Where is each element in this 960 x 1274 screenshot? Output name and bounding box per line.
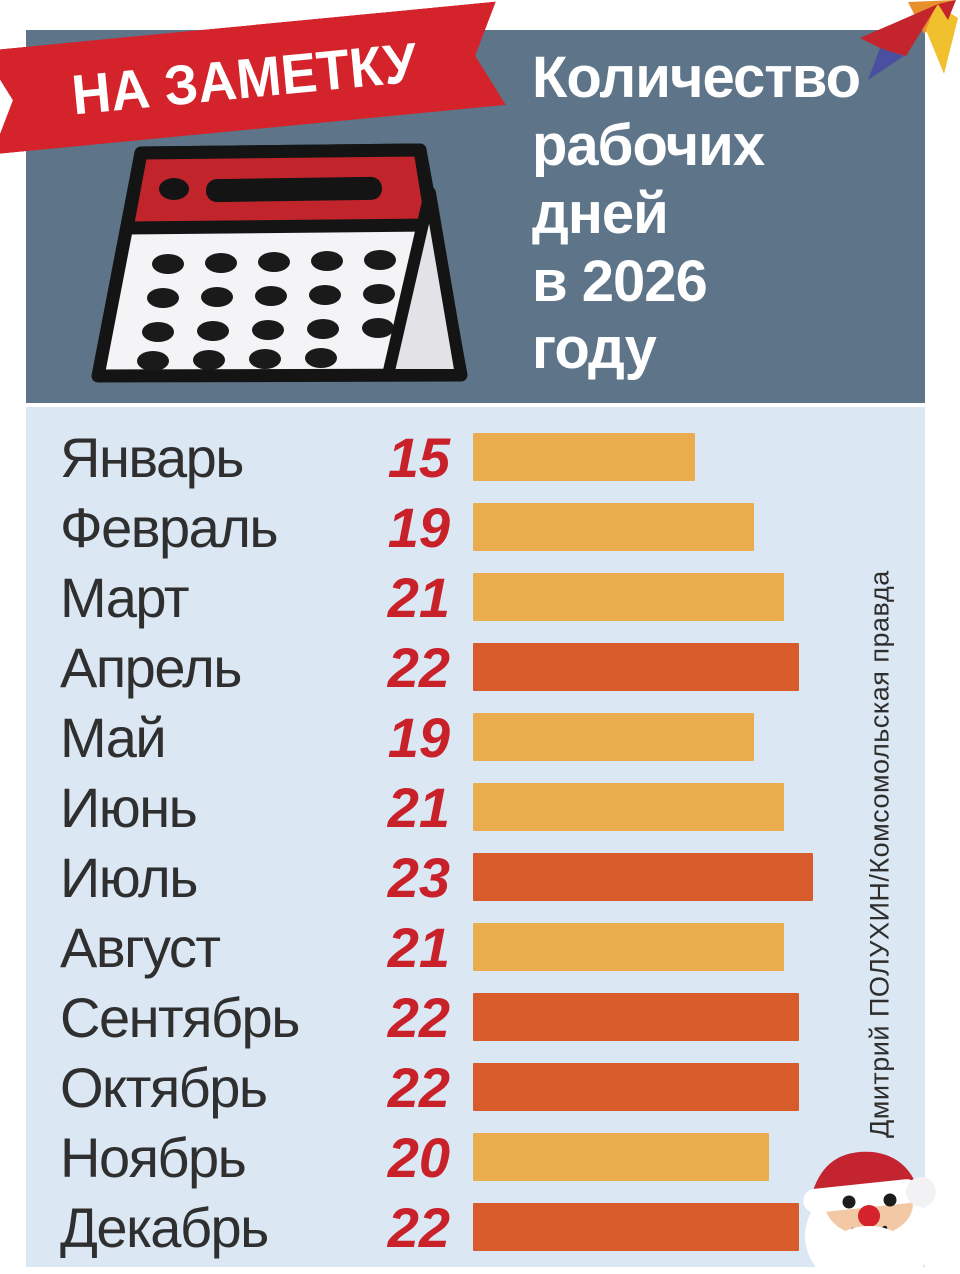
month-label: Декабрь bbox=[60, 1195, 269, 1259]
bar bbox=[473, 923, 784, 971]
bar bbox=[473, 643, 799, 691]
page-title: Количество рабочих дней в 2026 году bbox=[532, 45, 861, 382]
chart-row: Январь 15 bbox=[26, 422, 925, 492]
month-label: Июнь bbox=[60, 775, 198, 839]
chart-row: Март 21 bbox=[26, 562, 925, 632]
chart-row: Февраль 19 bbox=[26, 492, 925, 562]
chart-row: Июль 23 bbox=[26, 842, 925, 912]
author-credit: Дмитрий ПОЛУХИН/Комсомольская правда bbox=[864, 570, 895, 1138]
chart-row: Август 21 bbox=[26, 912, 925, 982]
chart-panel: Январь 15 Февраль 19 Март 21 Апрель 22 М… bbox=[26, 407, 925, 1267]
month-label: Сентябрь bbox=[60, 985, 300, 1049]
bar bbox=[473, 1203, 799, 1251]
month-label: Ноябрь bbox=[60, 1125, 247, 1189]
chart-row: Июнь 21 bbox=[26, 772, 925, 842]
chart-row: Декабрь 22 bbox=[26, 1192, 925, 1262]
bar bbox=[473, 503, 754, 551]
value-label: 20 bbox=[387, 1125, 450, 1189]
value-label: 21 bbox=[387, 565, 450, 629]
flip-calendar-icon bbox=[91, 143, 468, 383]
value-label: 22 bbox=[387, 985, 450, 1049]
month-label: Май bbox=[60, 705, 167, 769]
chart-row: Ноябрь 20 bbox=[26, 1122, 925, 1192]
bar bbox=[473, 1133, 769, 1181]
month-label: Январь bbox=[60, 425, 244, 489]
value-label: 22 bbox=[387, 1195, 450, 1259]
santa-claus-face-icon bbox=[803, 1151, 936, 1274]
bar bbox=[473, 993, 799, 1041]
month-label: Март bbox=[60, 565, 189, 629]
chart-row: Апрель 22 bbox=[26, 632, 925, 702]
bar bbox=[473, 853, 813, 901]
value-label: 19 bbox=[387, 495, 450, 559]
ribbon-label: НА ЗАМЕТКУ bbox=[68, 30, 420, 126]
bar bbox=[473, 713, 754, 761]
bar bbox=[473, 433, 695, 481]
chart-row: Октябрь 22 bbox=[26, 1052, 925, 1122]
value-label: 21 bbox=[387, 775, 450, 839]
calendar-dots bbox=[137, 250, 396, 371]
value-label: 22 bbox=[387, 635, 450, 699]
bar bbox=[473, 573, 784, 621]
value-label: 22 bbox=[387, 1055, 450, 1119]
month-label: Февраль bbox=[60, 495, 279, 559]
origami-bird-logo-icon bbox=[860, 0, 958, 80]
bar bbox=[473, 783, 784, 831]
chart-row: Сентябрь 22 bbox=[26, 982, 925, 1052]
month-label: Август bbox=[60, 915, 221, 979]
value-label: 23 bbox=[387, 845, 450, 909]
bar bbox=[473, 1063, 799, 1111]
value-label: 19 bbox=[387, 705, 450, 769]
month-label: Июль bbox=[60, 845, 198, 909]
value-label: 21 bbox=[387, 915, 450, 979]
month-label: Апрель bbox=[60, 635, 242, 699]
value-label: 15 bbox=[387, 425, 450, 489]
chart-row: Май 19 bbox=[26, 702, 925, 772]
month-label: Октябрь bbox=[60, 1055, 268, 1119]
